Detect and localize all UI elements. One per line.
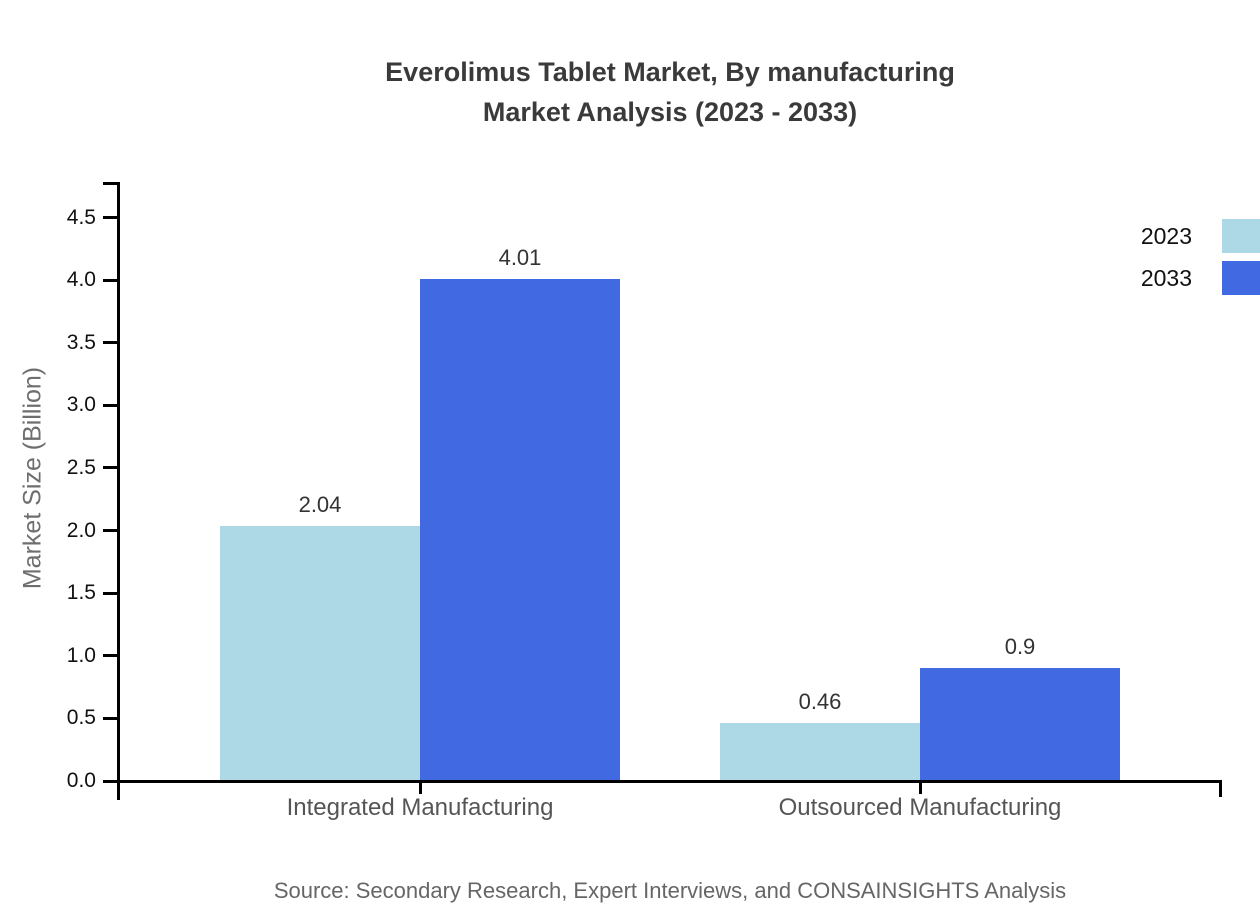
legend-label-2033: 2033 bbox=[1140, 264, 1192, 291]
y-tick-label-2.0: 2.0 bbox=[66, 518, 96, 542]
legend-item-2033: 2033 bbox=[1141, 260, 1260, 296]
value-label-2023-outsourced-manufacturing: 0.46 bbox=[798, 689, 842, 715]
y-tick-label-3.5: 3.5 bbox=[66, 330, 96, 354]
source-attribution: Source: Secondary Research, Expert Inter… bbox=[273, 878, 1067, 903]
legend: 2023 2033 bbox=[1141, 218, 1260, 296]
y-tick-3.0 bbox=[103, 403, 118, 407]
y-tick-2.0 bbox=[103, 529, 118, 533]
legend-swatch-2033-icon bbox=[1222, 261, 1260, 295]
x-axis-right-cap bbox=[1219, 780, 1222, 797]
legend-item-2023: 2023 bbox=[1141, 218, 1260, 254]
y-tick-0.0 bbox=[103, 779, 118, 783]
bar-2033-outsourced-manufacturing bbox=[920, 668, 1120, 781]
category-label-integrated-manufacturing: Integrated Manufacturing bbox=[286, 794, 554, 821]
y-tick-label-1.5: 1.5 bbox=[66, 581, 96, 605]
chart-title: Everolimus Tablet Market, By manufacturi… bbox=[118, 52, 1222, 132]
value-label-2033-integrated-manufacturing: 4.01 bbox=[498, 244, 542, 270]
x-tick-integrated-manufacturing bbox=[418, 780, 422, 794]
y-tick-label-1.0: 1.0 bbox=[66, 643, 96, 667]
x-axis-line bbox=[103, 780, 1222, 783]
y-tick-4.0 bbox=[103, 278, 118, 282]
y-tick-label-4.0: 4.0 bbox=[66, 268, 96, 292]
y-tick-1.0 bbox=[103, 654, 118, 658]
value-label-2023-integrated-manufacturing: 2.04 bbox=[298, 491, 342, 517]
y-tick-1.5 bbox=[103, 591, 118, 595]
y-tick-2.5 bbox=[103, 466, 118, 470]
y-tick-label-0.0: 0.0 bbox=[66, 769, 96, 792]
legend-swatch-2023-icon bbox=[1222, 219, 1260, 253]
chart-title-line1: Everolimus Tablet Market, By manufacturi… bbox=[385, 57, 955, 87]
bar-2033-integrated-manufacturing bbox=[420, 278, 620, 781]
x-tick-outsourced-manufacturing bbox=[918, 780, 922, 794]
y-tick-label-0.5: 0.5 bbox=[66, 706, 96, 730]
value-label-2033-outsourced-manufacturing: 0.9 bbox=[1004, 634, 1036, 660]
y-tick-label-3.0: 3.0 bbox=[66, 393, 96, 417]
y-axis-line bbox=[117, 182, 120, 800]
y-axis-top-cap bbox=[103, 182, 120, 185]
y-tick-label-4.5: 4.5 bbox=[66, 205, 96, 229]
bar-2023-integrated-manufacturing bbox=[220, 525, 420, 781]
bar-2023-outsourced-manufacturing bbox=[720, 723, 920, 781]
y-tick-0.5 bbox=[103, 716, 118, 720]
legend-label-2023: 2023 bbox=[1140, 222, 1192, 249]
category-label-outsourced-manufacturing: Outsourced Manufacturing bbox=[778, 794, 1062, 821]
y-tick-4.5 bbox=[103, 216, 118, 220]
y-tick-3.5 bbox=[103, 341, 118, 345]
y-tick-label-2.5: 2.5 bbox=[66, 455, 96, 479]
chart-title-line2: Market Analysis (2023 - 2033) bbox=[482, 97, 858, 127]
